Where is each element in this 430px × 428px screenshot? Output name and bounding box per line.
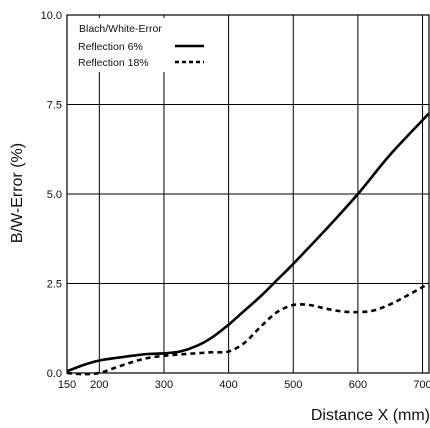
series-line-reflection-18 <box>66 282 430 376</box>
y-tick-labels: 0.0 2.5 5.0 7.5 10.0 <box>41 10 62 380</box>
x-tick-label: 700 <box>413 379 430 391</box>
legend-title: Blach/White-Error <box>79 23 162 35</box>
y-axis-label: B/W-Error (%) <box>9 143 26 243</box>
x-tick-label: 150 <box>58 379 76 391</box>
series-line-reflection-6 <box>66 112 430 373</box>
x-tick-labels: 150 200 300 400 500 600 700 <box>58 379 430 391</box>
x-tick-label: 600 <box>349 379 367 391</box>
legend-entry-6: Reflection 6% <box>78 41 143 53</box>
x-tick-label: 300 <box>155 379 173 391</box>
series-layer <box>66 112 430 376</box>
legend-entry-18: Reflection 18% <box>78 57 149 69</box>
y-tick-label: 7.5 <box>47 100 62 112</box>
legend: Blach/White-Error Reflection 6% Reflecti… <box>70 18 204 72</box>
y-tick-label: 2.5 <box>47 279 62 291</box>
plot-frame <box>66 14 430 374</box>
y-tick-label: 0.0 <box>47 368 62 380</box>
x-tick-label: 500 <box>284 379 302 391</box>
y-tick-label: 10.0 <box>41 10 62 22</box>
y-tick-label: 5.0 <box>47 189 62 201</box>
x-axis-label: Distance X (mm) <box>311 407 430 424</box>
x-tick-label: 200 <box>90 379 108 391</box>
x-tick-label: 400 <box>219 379 237 391</box>
